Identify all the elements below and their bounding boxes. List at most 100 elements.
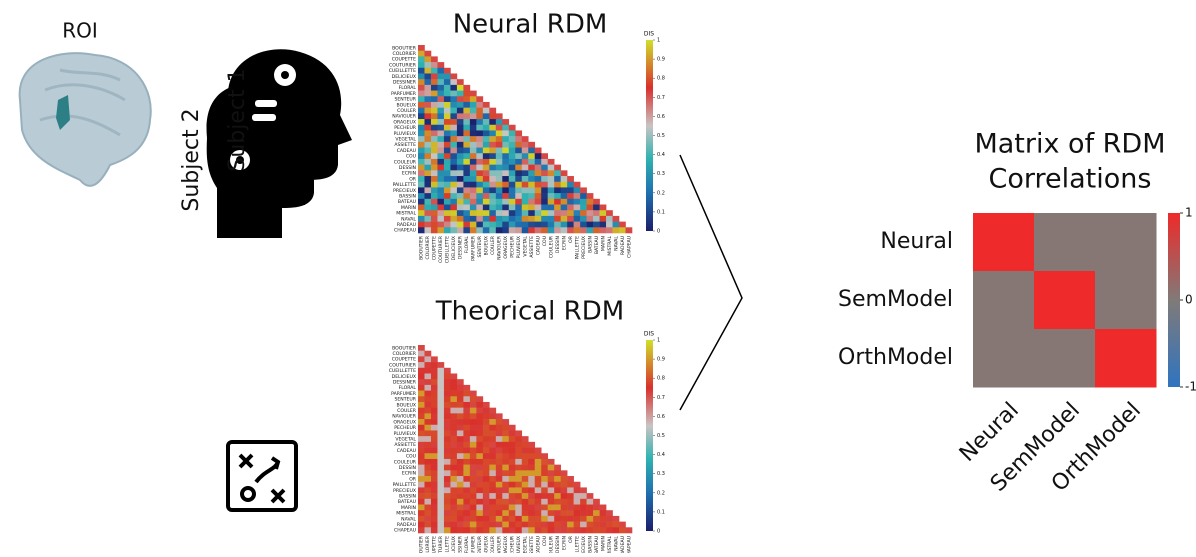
heatmap-cell bbox=[534, 527, 542, 534]
heatmap-cell bbox=[547, 510, 555, 517]
heatmap-cell bbox=[560, 470, 568, 477]
heatmap-cell bbox=[430, 527, 438, 534]
heatmap-cell bbox=[469, 481, 477, 488]
heatmap-cell bbox=[469, 119, 477, 126]
row-label: VEGETAL bbox=[395, 437, 416, 443]
colorbar-tick-label: 0.2 bbox=[657, 490, 665, 496]
heatmap-cell bbox=[430, 210, 438, 217]
heatmap-cell bbox=[430, 147, 438, 154]
heatmap-cell bbox=[541, 187, 548, 194]
heatmap-cell bbox=[424, 141, 432, 148]
heatmap-cell bbox=[567, 481, 574, 488]
heatmap-cell bbox=[560, 493, 568, 500]
heatmap-cell bbox=[450, 164, 458, 171]
heatmap-cell bbox=[424, 367, 432, 374]
heatmap-cell bbox=[443, 136, 451, 143]
subject-label: Subject 2 bbox=[179, 108, 204, 211]
heatmap-cell bbox=[580, 193, 587, 200]
heatmap-cell bbox=[482, 170, 490, 177]
heatmap-cell bbox=[534, 221, 542, 228]
heatmap-cell bbox=[554, 487, 561, 494]
heatmap-cell bbox=[489, 521, 497, 528]
heatmap-cell bbox=[573, 227, 581, 234]
colorbar bbox=[646, 40, 653, 231]
heatmap-cell bbox=[528, 481, 536, 488]
heatmap-cell bbox=[599, 210, 607, 217]
heatmap-cell bbox=[443, 401, 451, 408]
heatmap-cell bbox=[463, 187, 471, 194]
heatmap-cell bbox=[586, 210, 594, 217]
heatmap-cell bbox=[489, 493, 497, 500]
heatmap-cell bbox=[476, 424, 484, 431]
heatmap-cell bbox=[424, 79, 432, 86]
heatmap-cell bbox=[521, 215, 529, 222]
heatmap-cell bbox=[463, 84, 471, 91]
heatmap-cell bbox=[515, 147, 523, 154]
heatmap-cell bbox=[489, 136, 497, 143]
heatmap-cell bbox=[495, 221, 503, 228]
heatmap-cell bbox=[482, 204, 490, 211]
heatmap-cell bbox=[508, 441, 516, 448]
heatmap-cell bbox=[437, 181, 445, 188]
heatmap-cell bbox=[495, 453, 503, 460]
column-label: COULEUR bbox=[548, 235, 554, 258]
heatmap-cell bbox=[502, 515, 510, 522]
heatmap-cell bbox=[567, 210, 574, 217]
heatmap-cell bbox=[476, 221, 484, 228]
heatmap-cell bbox=[430, 356, 438, 363]
heatmap-cell bbox=[450, 141, 458, 148]
heatmap-cell bbox=[560, 181, 568, 188]
heatmap-cell bbox=[450, 413, 458, 420]
heatmap-cell bbox=[625, 527, 633, 534]
heatmap-cell bbox=[534, 181, 542, 188]
heatmap-cell bbox=[456, 84, 464, 91]
heatmap-cell bbox=[476, 198, 484, 205]
column-label: BOUEUX bbox=[484, 236, 490, 255]
heatmap-cell bbox=[521, 476, 529, 483]
heatmap-cell bbox=[456, 504, 464, 511]
row-label: PLUVIEUX bbox=[394, 431, 416, 437]
heatmap-cell bbox=[418, 458, 425, 465]
heatmap-cell bbox=[541, 476, 548, 483]
heatmap-cell bbox=[437, 447, 445, 454]
heatmap-cell bbox=[456, 487, 464, 494]
heatmap-cell bbox=[469, 527, 477, 534]
column-label: CHAPEAU bbox=[626, 536, 632, 553]
heatmap-cell bbox=[528, 510, 536, 517]
heatmap-cell bbox=[489, 498, 497, 505]
heatmap-cell bbox=[489, 164, 497, 171]
heatmap-cell bbox=[476, 181, 484, 188]
heatmap-cell bbox=[502, 470, 510, 477]
heatmap-cell bbox=[456, 141, 464, 148]
heatmap-cell bbox=[456, 153, 464, 160]
heatmap-cell bbox=[418, 181, 425, 188]
heatmap-cell bbox=[593, 221, 600, 228]
heatmap-cell bbox=[619, 227, 626, 234]
heatmap-cell bbox=[515, 470, 523, 477]
column-label: NAVIGUER bbox=[497, 235, 503, 260]
heatmap-cell bbox=[418, 487, 425, 494]
heatmap-cell bbox=[508, 147, 516, 154]
heatmap-cell bbox=[508, 487, 516, 494]
heatmap-cell bbox=[515, 198, 523, 205]
heatmap-cell bbox=[450, 441, 458, 448]
heatmap-cell bbox=[450, 101, 458, 108]
heatmap-cell bbox=[469, 464, 477, 471]
heatmap-cell bbox=[463, 153, 471, 160]
heatmap-cell bbox=[489, 193, 497, 200]
heatmap-cell bbox=[463, 407, 471, 414]
heatmap-cell bbox=[463, 424, 471, 431]
heatmap-cell bbox=[437, 73, 445, 80]
heatmap-cell bbox=[541, 227, 548, 234]
heatmap-cell bbox=[476, 164, 484, 171]
heatmap-cell bbox=[463, 441, 471, 448]
heatmap-cell bbox=[528, 464, 536, 471]
heatmap-cell bbox=[456, 510, 464, 517]
heatmap-cell bbox=[469, 164, 477, 171]
heatmap-cell bbox=[482, 181, 490, 188]
heatmap-cell bbox=[515, 215, 523, 222]
heatmap-cell bbox=[521, 515, 529, 522]
heatmap-cell bbox=[515, 476, 523, 483]
heatmap-cell bbox=[489, 470, 497, 477]
heatmap-cell bbox=[476, 521, 484, 528]
